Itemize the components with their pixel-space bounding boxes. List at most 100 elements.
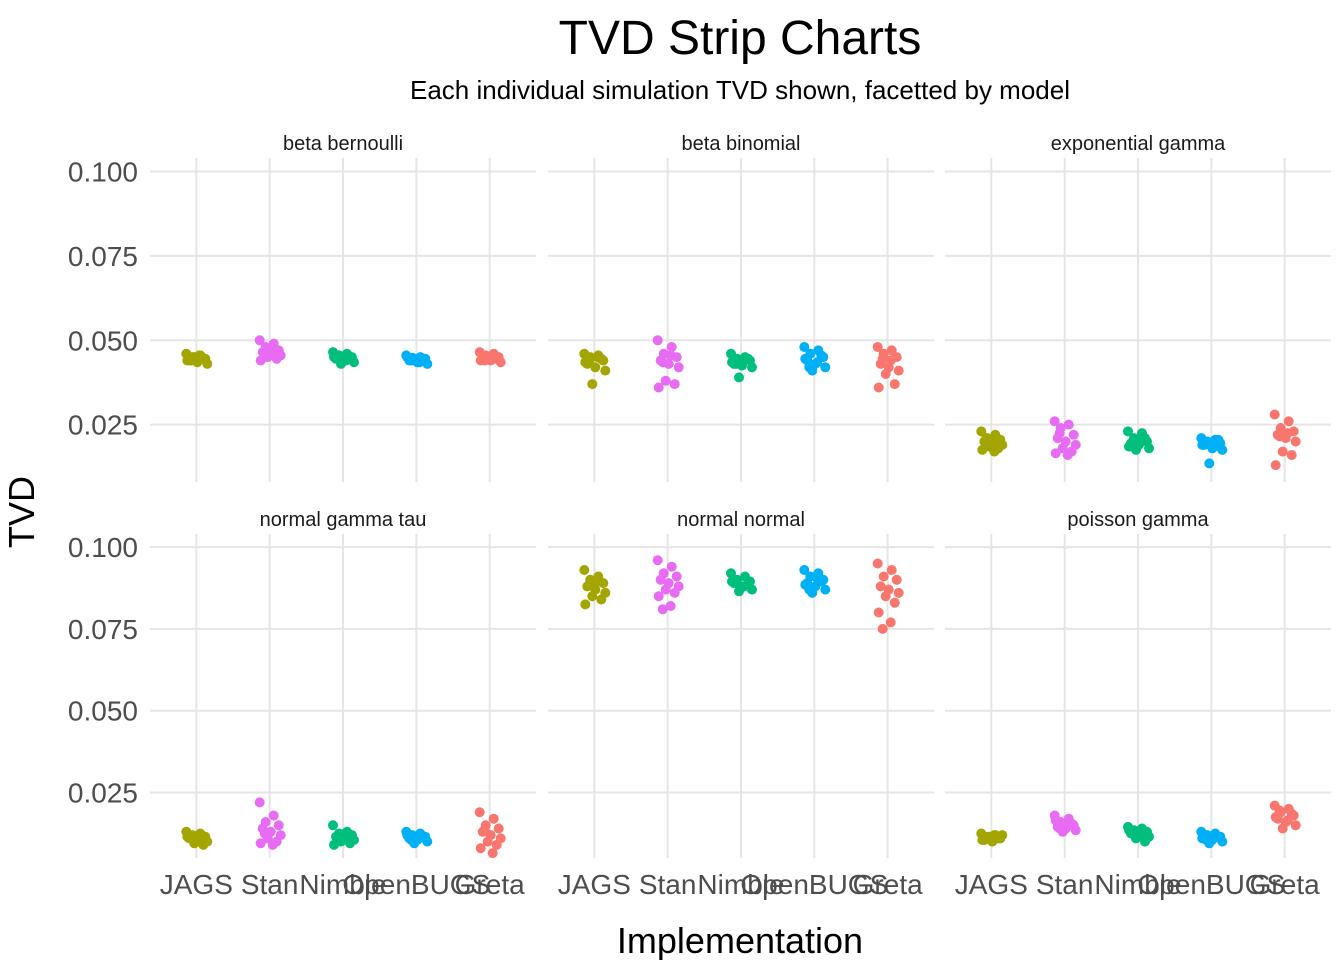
data-point — [889, 379, 900, 390]
data-point — [414, 833, 425, 844]
data-point — [872, 558, 883, 569]
facet-panels: 0.025 0.050 0.075 0.100 beta bernoulli beta b… — [68, 133, 1331, 900]
data-point — [673, 362, 684, 373]
data-point — [877, 353, 888, 364]
data-point — [590, 362, 601, 373]
data-point — [1217, 444, 1228, 455]
data-point — [1269, 409, 1280, 420]
x-tick-label: JAGS — [558, 869, 631, 900]
data-point — [1144, 443, 1154, 454]
data-point — [267, 839, 278, 850]
data-point — [878, 571, 889, 582]
data-point — [880, 369, 891, 379]
facet-title: normal gamma tau — [260, 509, 427, 531]
data-point — [889, 597, 900, 608]
y-tick-label: 0.050 — [68, 325, 138, 356]
facet-title: poisson gamma — [1067, 509, 1209, 531]
data-point — [1136, 436, 1146, 447]
data-point — [800, 353, 811, 364]
data-point — [804, 362, 815, 373]
data-point — [186, 355, 197, 366]
data-point — [981, 433, 992, 444]
data-point — [1283, 416, 1294, 427]
data-point — [328, 820, 338, 831]
y-tick-label: 0.075 — [68, 614, 138, 645]
data-point — [891, 574, 902, 585]
data-point — [341, 831, 351, 842]
x-tick-label: OpenBUGS — [740, 869, 888, 900]
data-point — [333, 350, 343, 361]
x-tick-label: Stan — [241, 869, 299, 900]
data-point — [726, 568, 736, 579]
facet-panel: beta binomial — [548, 133, 934, 482]
data-point — [580, 599, 591, 610]
data-point — [1062, 450, 1073, 460]
data-point — [657, 604, 668, 615]
data-point — [255, 838, 266, 849]
data-point — [579, 565, 590, 575]
data-point — [584, 579, 595, 590]
facet-panel: 0.025 0.050 0.075 0.100 normal gamma tau JAGS… — [68, 509, 536, 900]
data-point — [877, 623, 888, 634]
data-point — [812, 357, 823, 368]
y-tick-label: 0.025 — [68, 410, 138, 441]
facet-title: beta binomial — [682, 133, 801, 155]
data-point — [406, 835, 417, 845]
data-point — [731, 578, 741, 589]
y-tick-label: 0.075 — [68, 241, 138, 272]
data-point — [475, 843, 486, 854]
data-point — [1054, 823, 1065, 834]
data-point — [414, 357, 425, 368]
data-point — [1140, 836, 1150, 847]
y-tick-label: 0.025 — [68, 778, 138, 809]
data-point — [1286, 450, 1297, 460]
data-point — [875, 581, 886, 592]
data-point — [820, 362, 831, 373]
facet-panel: exponential gamma — [945, 133, 1331, 482]
data-point — [596, 594, 607, 605]
x-tick-label: OpenBUGS — [342, 869, 490, 900]
data-point — [1128, 439, 1138, 450]
data-point — [600, 365, 611, 376]
data-point — [1050, 448, 1061, 459]
data-point — [1290, 436, 1301, 447]
data-point — [479, 825, 490, 836]
x-tick-label: Stan — [639, 869, 697, 900]
facet-title: exponential gamma — [1051, 133, 1226, 155]
data-point — [989, 830, 1000, 841]
data-point — [587, 591, 598, 602]
data-point — [254, 335, 265, 346]
data-point — [487, 848, 498, 859]
x-tick-label: Greta — [1250, 869, 1320, 900]
data-point — [487, 350, 498, 361]
data-point — [592, 576, 603, 587]
facet-title: normal normal — [677, 509, 805, 531]
data-point — [271, 353, 282, 364]
data-point — [747, 362, 757, 373]
data-point — [1274, 805, 1285, 816]
data-point — [657, 357, 668, 368]
data-point — [653, 591, 664, 602]
data-point — [666, 342, 677, 352]
data-point — [804, 584, 815, 595]
data-point — [739, 355, 749, 366]
x-tick-label: Greta — [455, 869, 525, 900]
x-tick-label: Nimble — [299, 869, 386, 900]
data-point — [665, 350, 676, 361]
facet-panel: 0.025 0.050 0.075 0.100 beta bernoulli — [68, 133, 536, 482]
data-point — [893, 587, 904, 598]
data-point — [474, 807, 485, 818]
y-tick-label: 0.100 — [68, 157, 138, 188]
data-point — [254, 797, 265, 808]
data-point — [1050, 815, 1061, 826]
data-point — [584, 355, 595, 366]
data-point — [1068, 429, 1079, 440]
data-point — [1054, 428, 1065, 439]
data-point — [194, 830, 205, 841]
data-point — [1282, 428, 1293, 439]
data-point — [1204, 458, 1215, 469]
x-tick-label: Greta — [853, 869, 923, 900]
data-point — [488, 813, 499, 824]
